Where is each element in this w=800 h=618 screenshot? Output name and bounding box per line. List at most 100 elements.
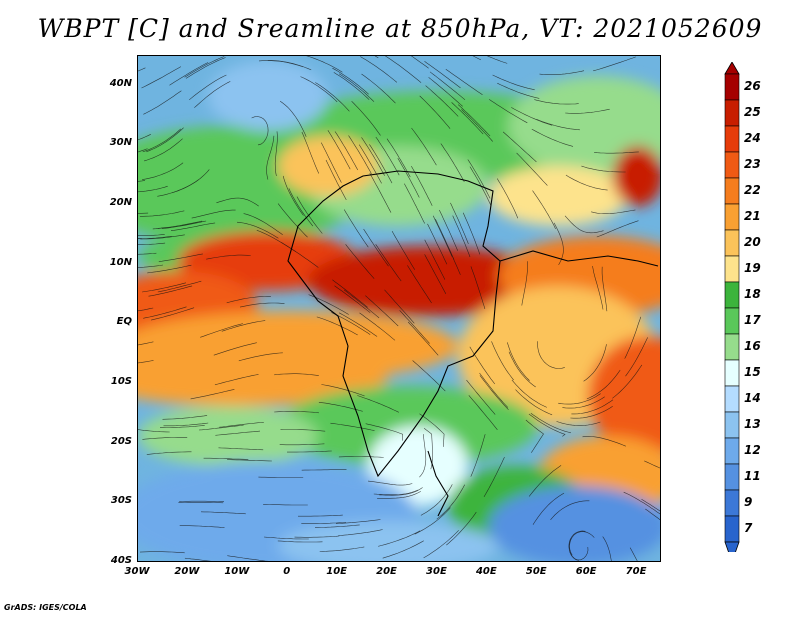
streamline bbox=[450, 202, 469, 245]
streamline bbox=[569, 531, 595, 556]
streamline bbox=[274, 373, 319, 376]
streamline bbox=[144, 138, 183, 162]
streamline bbox=[138, 67, 146, 72]
streamline bbox=[287, 450, 332, 453]
streamline bbox=[623, 491, 660, 515]
streamline bbox=[227, 459, 272, 462]
streamline bbox=[338, 529, 383, 536]
streamline bbox=[138, 360, 154, 364]
streamline bbox=[236, 221, 279, 239]
streamline bbox=[483, 456, 505, 498]
streamline bbox=[185, 57, 226, 79]
colorbar-label: 7 bbox=[744, 521, 753, 535]
streamline bbox=[407, 321, 439, 356]
streamline bbox=[300, 76, 338, 103]
streamline bbox=[214, 374, 259, 386]
streamline bbox=[531, 128, 574, 147]
streamline bbox=[423, 530, 459, 559]
streamline bbox=[325, 159, 347, 201]
streamline bbox=[367, 480, 413, 486]
streamline bbox=[279, 100, 307, 137]
streamline bbox=[591, 209, 636, 214]
streamline bbox=[178, 502, 224, 504]
streamline bbox=[301, 131, 320, 174]
colorbar-label: 21 bbox=[744, 209, 761, 223]
lon-tick-label: 40E bbox=[475, 566, 497, 577]
streamline bbox=[439, 209, 458, 251]
colorbar-label: 20 bbox=[744, 235, 761, 249]
streamline bbox=[582, 436, 626, 447]
streamline bbox=[391, 230, 415, 270]
streamline bbox=[419, 95, 451, 129]
streamline bbox=[213, 342, 257, 356]
streamline bbox=[592, 265, 604, 310]
streamline bbox=[142, 437, 188, 440]
streamline bbox=[227, 555, 269, 561]
streamline bbox=[151, 307, 195, 321]
streamline bbox=[315, 82, 350, 112]
streamline bbox=[348, 135, 372, 175]
streamline bbox=[142, 282, 187, 293]
streamline bbox=[625, 337, 648, 377]
streamline bbox=[556, 421, 601, 426]
streamline bbox=[294, 535, 340, 538]
streamline bbox=[170, 222, 216, 231]
streamline bbox=[397, 158, 420, 198]
madagascar-outline bbox=[427, 450, 449, 517]
lat-tick-label: 20S bbox=[110, 435, 132, 447]
streamline bbox=[138, 252, 157, 255]
streamline bbox=[602, 536, 612, 561]
streamline bbox=[361, 73, 396, 104]
streamline bbox=[357, 395, 399, 413]
streamline bbox=[553, 222, 564, 266]
streamline bbox=[184, 56, 225, 78]
lon-tick-label: 30E bbox=[426, 566, 447, 577]
streamline bbox=[321, 384, 365, 397]
streamline bbox=[492, 74, 535, 91]
coastline-layer bbox=[287, 170, 659, 517]
lat-tick-label: 10S bbox=[110, 376, 132, 388]
streamline bbox=[138, 212, 149, 214]
colorbar-label: 23 bbox=[744, 157, 761, 171]
streamline bbox=[508, 351, 536, 388]
lon-tick-label: 50E bbox=[525, 566, 547, 577]
streamline bbox=[360, 56, 398, 83]
streamline bbox=[407, 265, 432, 304]
colorbar-label: 12 bbox=[744, 443, 761, 457]
streamline bbox=[334, 131, 359, 171]
streamline bbox=[219, 422, 264, 428]
streamline bbox=[496, 178, 519, 219]
streamline bbox=[534, 99, 579, 105]
streamline bbox=[644, 460, 660, 469]
streamline bbox=[428, 77, 463, 107]
streamline bbox=[373, 489, 419, 495]
colorbar-segment bbox=[724, 411, 740, 439]
streamline bbox=[179, 525, 225, 528]
streamline bbox=[316, 316, 358, 336]
streamline bbox=[489, 99, 528, 124]
streamline bbox=[384, 289, 415, 324]
streamline bbox=[429, 71, 466, 101]
streamline bbox=[452, 215, 471, 258]
colorbar-segment bbox=[724, 437, 740, 465]
streamline bbox=[507, 342, 530, 381]
streamline bbox=[593, 56, 636, 72]
streamline bbox=[327, 130, 351, 170]
lon-tick-label: 10W bbox=[224, 566, 250, 577]
colorbar-segment bbox=[724, 151, 740, 179]
lat-tick-label: EQ bbox=[116, 316, 132, 328]
streamline bbox=[338, 312, 378, 337]
streamline bbox=[226, 296, 271, 304]
streamline bbox=[382, 540, 424, 559]
credit-text: GrADS: IGES/COLA bbox=[4, 603, 87, 612]
streamline bbox=[594, 151, 639, 154]
streamline bbox=[491, 341, 514, 381]
lon-tick-label: 60E bbox=[575, 566, 597, 577]
streamline bbox=[334, 285, 371, 313]
colorbar-segment bbox=[724, 385, 740, 413]
streamline bbox=[301, 522, 347, 524]
streamline bbox=[343, 209, 369, 248]
streamline bbox=[198, 424, 244, 431]
streamline bbox=[479, 372, 509, 408]
streamline bbox=[138, 341, 154, 346]
